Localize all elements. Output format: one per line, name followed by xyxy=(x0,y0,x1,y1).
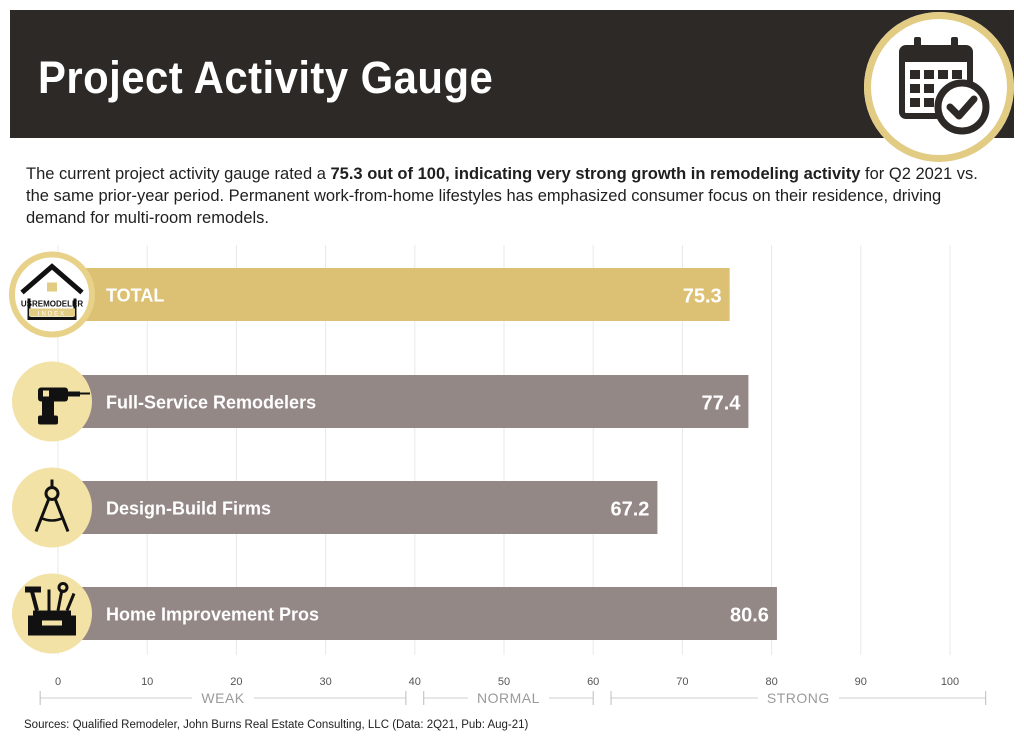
bar xyxy=(45,375,749,428)
description: The current project activity gauge rated… xyxy=(26,163,986,229)
x-tick-label: 100 xyxy=(941,676,959,688)
bar xyxy=(45,481,658,534)
bar-row: Design-Build Firms 67.2 xyxy=(12,467,658,548)
category-label: Design-Build Firms xyxy=(106,499,271,519)
x-tick-label: 80 xyxy=(765,676,777,688)
zone-weak: WEAK xyxy=(39,690,407,706)
zone-label: STRONG xyxy=(767,690,830,706)
page-title: Project Activity Gauge xyxy=(38,52,494,103)
drill-icon xyxy=(12,361,92,442)
bar-row: Full-Service Remodelers 77.4 xyxy=(12,361,749,442)
value-label: 75.3 xyxy=(683,286,722,308)
zone-strong: STRONG xyxy=(610,690,987,706)
value-label: 80.6 xyxy=(730,605,769,627)
logo-subtext: INDEX xyxy=(38,312,66,318)
compass-icon xyxy=(12,467,92,548)
category-label: Home Improvement Pros xyxy=(106,605,319,625)
category-label: Full-Service Remodelers xyxy=(106,393,316,413)
x-tick-label: 20 xyxy=(230,676,242,688)
zone-label: WEAK xyxy=(201,690,244,706)
x-tick-label: 30 xyxy=(319,676,331,688)
x-tick-label: 10 xyxy=(141,676,153,688)
logo-text: USREMODELER xyxy=(21,300,83,309)
header-banner: Project Activity Gauge xyxy=(10,10,1014,162)
zone-normal: NORMAL xyxy=(423,690,594,706)
value-label: 67.2 xyxy=(610,499,649,521)
description-highlight: 75.3 out of 100, indicating very strong … xyxy=(330,165,861,183)
description-text-1: The current project activity gauge rated… xyxy=(26,165,331,183)
x-tick-label: 90 xyxy=(855,676,867,688)
bar xyxy=(45,587,777,640)
house-logo-icon: USREMODELER INDEX xyxy=(9,251,95,338)
calendar-check-icon xyxy=(864,12,1014,162)
x-tick-label: 0 xyxy=(55,676,61,688)
x-tick-label: 60 xyxy=(587,676,599,688)
toolbox-icon xyxy=(12,573,92,654)
bar xyxy=(45,268,730,321)
x-tick-label: 70 xyxy=(676,676,688,688)
zone-label: NORMAL xyxy=(477,690,540,706)
sources-note: Sources: Qualified Remodeler, John Burns… xyxy=(24,719,529,731)
x-tick-label: 40 xyxy=(409,676,421,688)
category-label: TOTAL xyxy=(106,286,164,306)
value-label: 77.4 xyxy=(701,393,741,415)
x-tick-label: 50 xyxy=(498,676,510,688)
description-text-2: for Q2 2021 vs. the same prior-year peri… xyxy=(26,165,978,227)
bar-row: TOTAL 75.3 USREMODELER INDEX xyxy=(9,251,730,338)
bar-row: Home Improvement Pros 80.6 xyxy=(12,573,777,654)
